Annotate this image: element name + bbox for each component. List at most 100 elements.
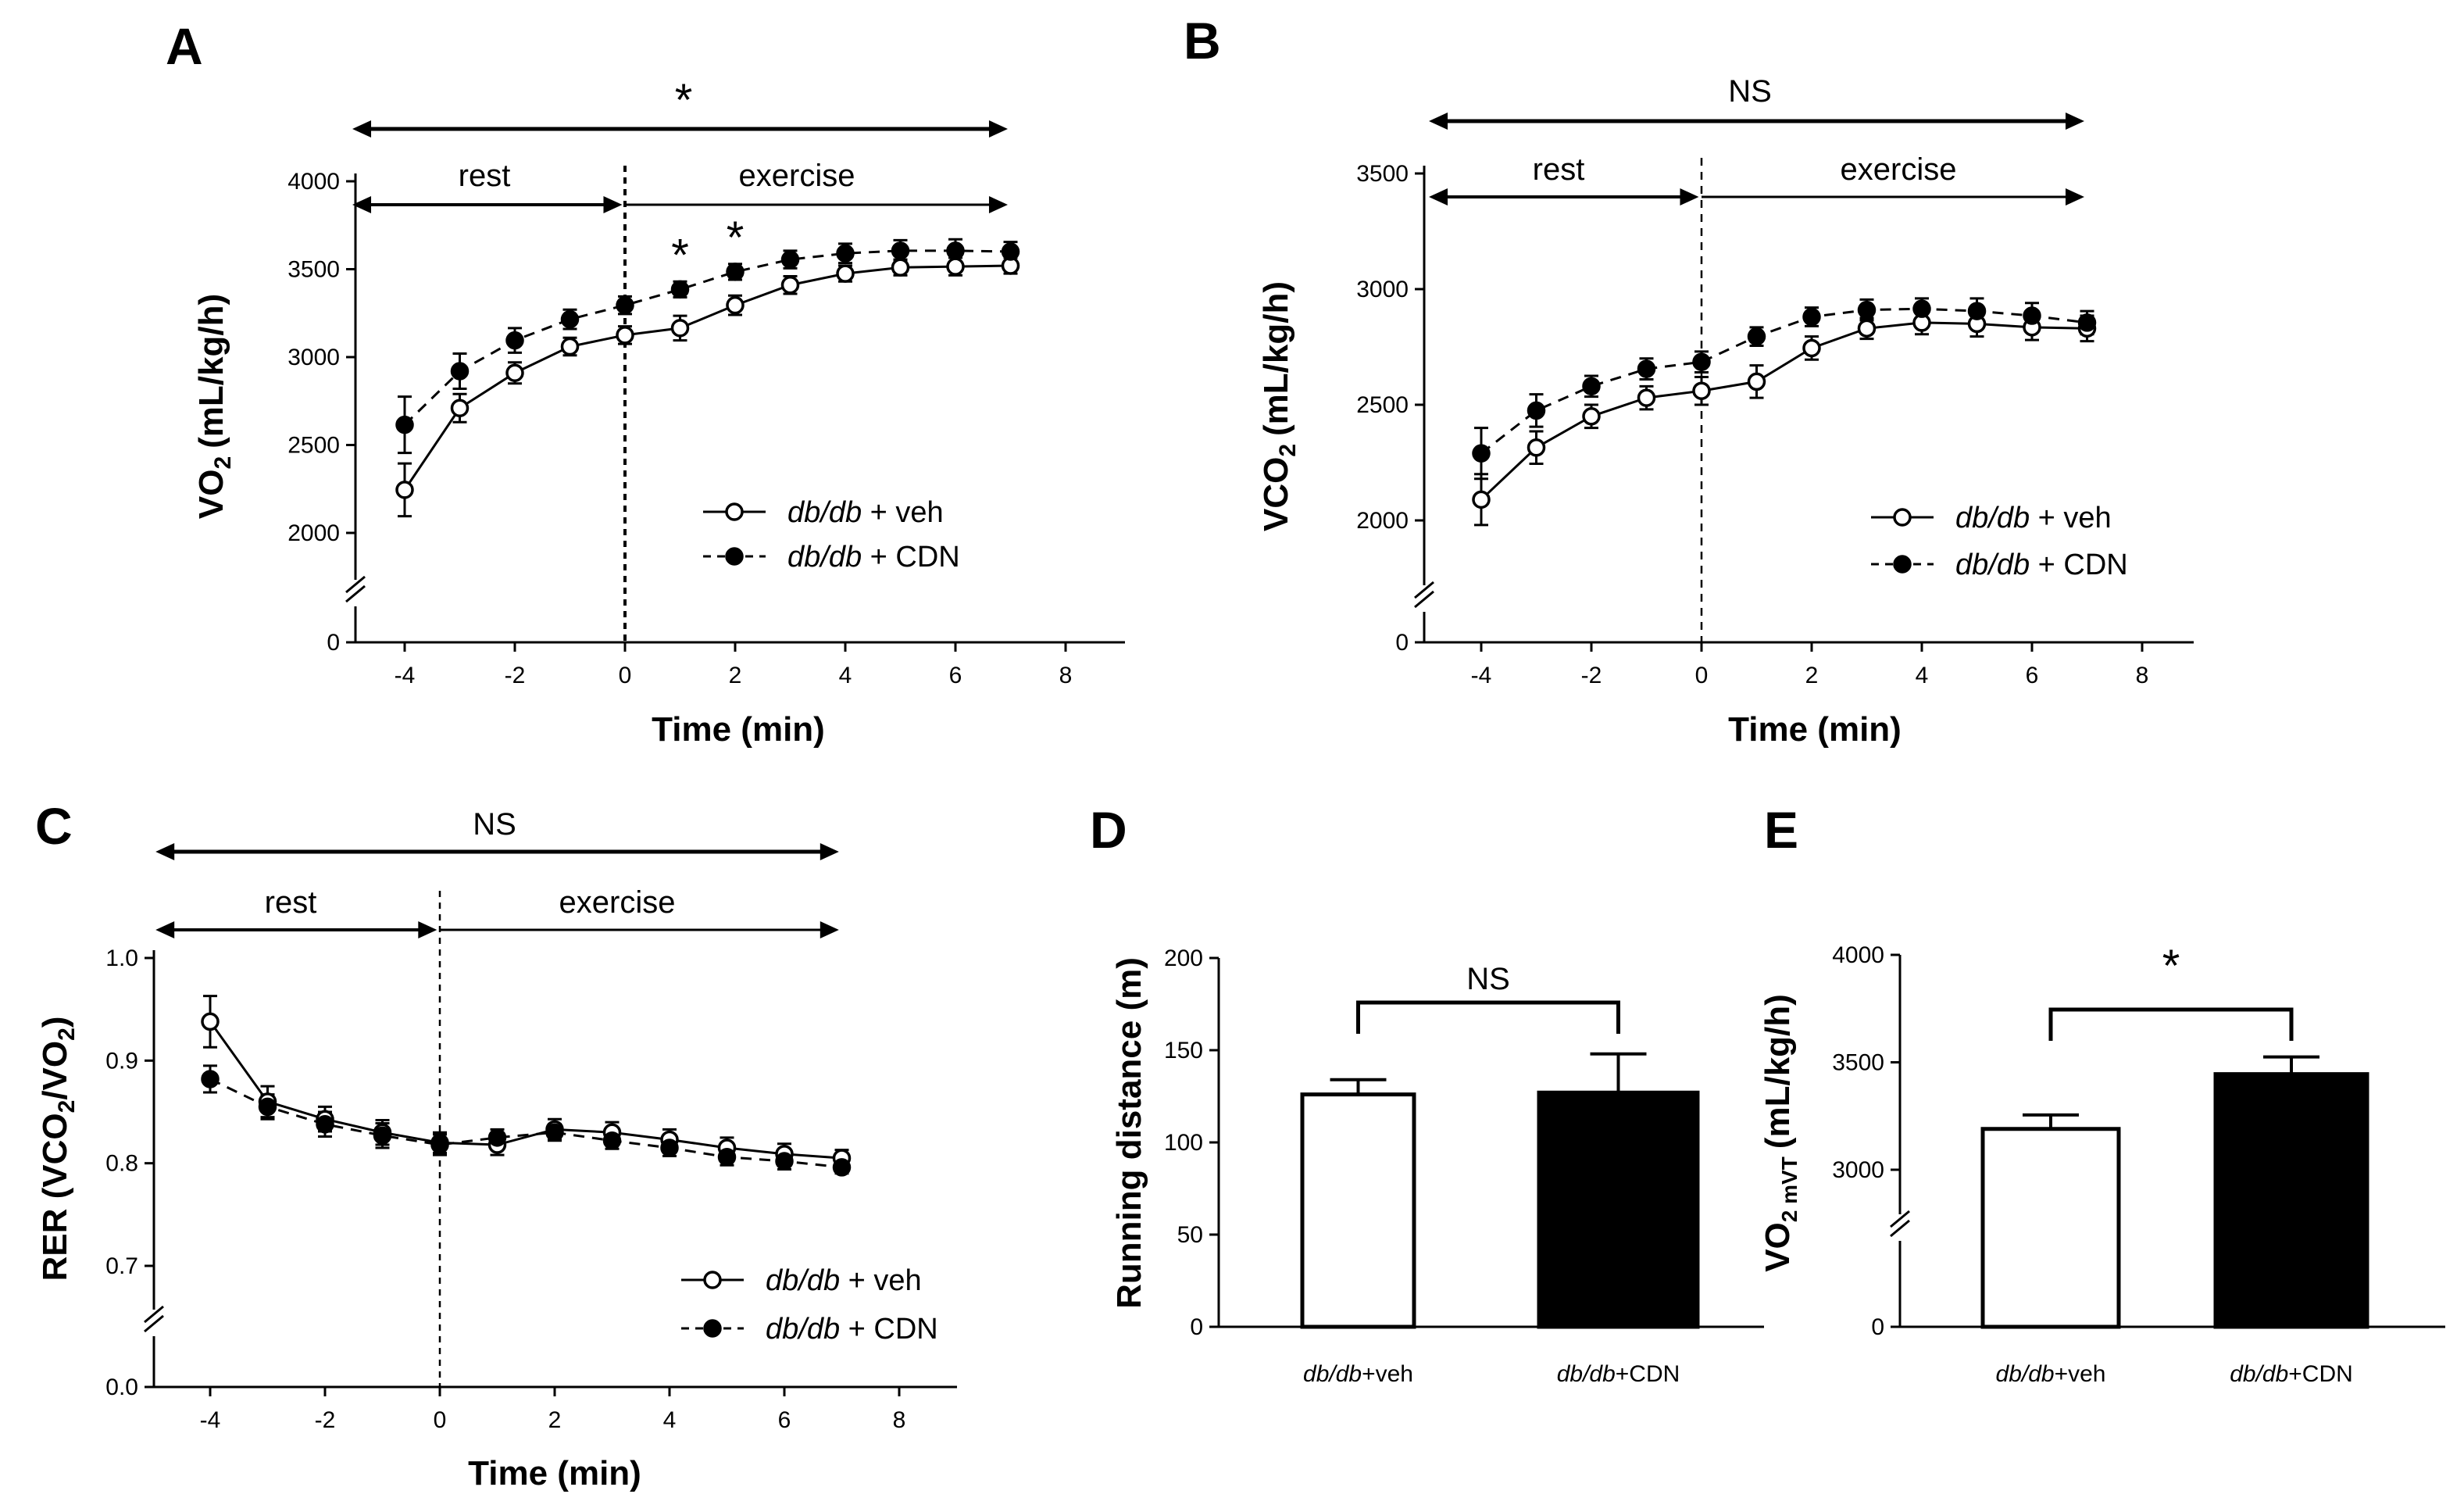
y-zero-label: 0 [1395,630,1409,656]
legend-label: db/db + CDN [1955,549,2128,581]
text-span: RER (VCO [36,1113,74,1281]
axis-break-mark [1890,1219,1910,1238]
data-point-series-0 [946,257,965,276]
data-point-series-0 [726,295,745,315]
text-span: (mL/kg/h) [1759,994,1797,1149]
data-point-series-1 [660,1138,679,1157]
data-point-series-0 [201,1012,220,1031]
text-span: db/db [787,496,862,529]
category-label: db/db+veh [1303,1361,1413,1387]
data-point-series-1 [726,263,745,281]
y-tick-label: 2500 [287,433,340,459]
data-point-series-0 [1527,438,1546,457]
data-point-series-1 [1001,242,1020,261]
rest-label: rest [459,159,511,193]
text-span: + veh [2030,502,2112,534]
x-tick-label: 2 [1805,663,1819,688]
text-span: 2 [1275,444,1301,457]
data-point-series-1 [1747,327,1766,346]
text-span: + CDN [862,541,960,574]
axis-break-mark [1414,581,1434,599]
axis-break-mark [144,1314,164,1333]
data-point-series-1 [836,244,855,263]
overall-bracket-label: NS [1728,74,1772,109]
y-zero-label: 0.0 [105,1374,138,1400]
x-tick-label: 4 [839,663,852,688]
data-point-series-1 [602,1131,622,1150]
text-span: db/db [1303,1361,1362,1387]
text-span: + veh [840,1264,922,1297]
x-tick-label: 2 [729,663,742,688]
data-point-series-1 [560,309,580,329]
y-tick-label: 4000 [1832,942,1884,968]
legend-marker [703,1271,722,1289]
text-span: 2 [210,456,236,470]
text-span: 2 [54,1028,80,1041]
series-line-1 [1480,307,2087,455]
overall-bracket-arrow-head-right [820,843,839,860]
data-point-series-0 [891,258,910,277]
data-point-series-0 [395,481,414,499]
y-tick-label: 0.7 [105,1253,138,1279]
text-span: db/db [2230,1361,2288,1387]
y-tick-label: 4000 [287,169,340,195]
data-point-series-1 [1857,300,1877,320]
text-span: ) [36,1017,74,1028]
x-tick-label: 8 [1059,663,1073,688]
data-point-series-0 [1472,490,1491,509]
data-point-series-1 [780,250,800,269]
series-line-0 [1480,321,2087,501]
exercise-label: exercise [559,885,676,920]
text-span: VCO [1257,457,1295,531]
x-tick-label: 6 [949,663,962,688]
x-axis-title: Time (min) [468,1454,641,1492]
text-span: +CDN [2288,1361,2353,1387]
bar-0 [1980,1127,2121,1329]
text-span: 2 mVT [1777,1156,1802,1222]
y-zero-label: 0 [327,630,340,656]
y-tick-label: 1.0 [105,945,138,971]
legend-label: db/db + CDN [766,1313,938,1346]
legend-label: db/db + veh [1955,502,2112,534]
data-point-series-1 [1967,302,1987,320]
text-span: /VO [36,1041,74,1100]
y-tick-label: 3000 [1356,277,1409,302]
x-tick-label: 0 [1695,663,1709,688]
rest-label: rest [1533,152,1585,187]
data-point-series-1 [1802,307,1821,327]
bar-1 [2213,1072,2369,1329]
data-point-series-1 [832,1158,852,1177]
x-tick-label: 6 [778,1407,791,1433]
text-span: db/db [1557,1361,1616,1387]
data-point-series-0 [560,337,580,356]
data-point-series-1 [1527,401,1546,420]
data-point-series-1 [1912,299,1931,318]
text-span: +veh [1362,1361,1413,1387]
text-span: db/db [766,1313,840,1346]
rest-arrow-head-right [418,921,437,938]
data-point-series-0 [1692,381,1711,400]
x-tick-label: -2 [505,663,526,688]
rest-arrow-head-left [352,196,372,213]
overall-bracket-arrow-head-right [2065,113,2084,130]
data-point-series-1 [1472,444,1491,463]
y-tick-label: 3500 [1832,1050,1884,1076]
data-point-series-1 [775,1152,794,1171]
x-tick-label: -4 [395,663,416,688]
x-tick-label: 4 [1916,663,1929,688]
y-axis-title: VCO2 (mL/kg/h) [1257,281,1301,531]
x-tick-label: 4 [663,1407,677,1433]
significance-bracket [2048,1007,2294,1041]
panel-letter: D [1090,801,1127,859]
axis-break-mark [345,575,366,594]
bar-0 [1300,1092,1416,1329]
series-line-1 [209,1078,842,1169]
point-significance-star: * [671,230,689,281]
bar-1 [1537,1090,1700,1329]
y-tick-label: 0.8 [105,1151,138,1177]
data-point-series-1 [1637,359,1656,378]
text-span: (mL/kg/h) [192,294,230,449]
overall-bracket-arrow-head-left [352,120,372,138]
legend-marker [725,502,744,521]
